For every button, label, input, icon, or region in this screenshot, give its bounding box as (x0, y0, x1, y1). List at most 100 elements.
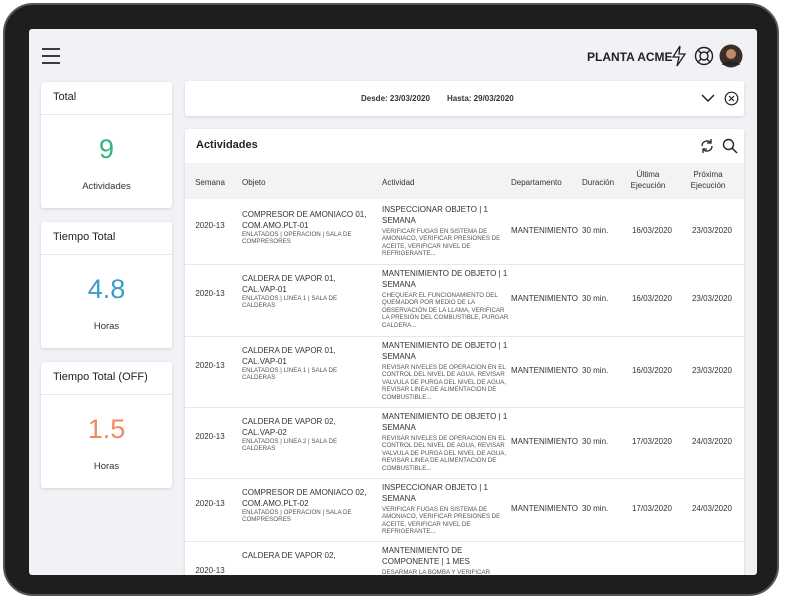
descripcion: REVISAR NIVELES DE OPERACION EN EL CONTR… (382, 364, 507, 401)
lightning-icon[interactable] (671, 45, 687, 67)
table-row[interactable]: 2020-13 CALDERA DE VAPOR 01, CAL.VAP-01 EN… (185, 336, 744, 408)
clear-icon[interactable] (724, 91, 739, 106)
ultima: 16/03/2020 (631, 294, 673, 303)
objeto: COMPRESOR DE AMONIACO 02, COM.AMO.PLT-02 (242, 488, 367, 508)
card-unit: Actividades (82, 181, 131, 192)
date-from[interactable]: Desde: 23/03/2020 (361, 94, 430, 103)
actividad-cell: MANTENIMIENTO DE OBJETO | 1 SEMANA REVISA… (382, 341, 509, 401)
avatar[interactable] (719, 44, 743, 68)
activities-table: Actividades Semana Objeto Actividad Departa… (185, 129, 744, 575)
ultima: 16/03/2020 (631, 226, 673, 235)
departamento: MANTENIMIENTO (511, 436, 578, 446)
semana: 2020-13 (195, 431, 225, 441)
total-card: Total 9 Actividades (41, 82, 172, 208)
ubicacion: ENLATADOS | OPERACION | SALA DE COMPRESO… (242, 509, 352, 524)
proxima: 23/03/2020 (691, 365, 733, 375)
proxima: 24/03/2020 (691, 436, 733, 446)
table-header (185, 163, 744, 199)
descripcion: REVISAR NIVELES DE OPERACION EN EL CONTR… (382, 435, 507, 472)
table-row[interactable]: 2020-13 CALDERA DE VAPOR 02, MANTENIMIENTO… (185, 541, 744, 575)
card-value: 4.8 (87, 274, 126, 304)
proxima: 24/03/2020 (691, 503, 733, 513)
ultima: 17/03/2020 (631, 503, 673, 513)
departamento: MANTENIMIENTO (511, 365, 578, 375)
actividad-cell: MANTENIMIENTO DE COMPONENTE | 1 MES DESAR… (382, 546, 509, 575)
objeto-cell: COMPRESOR DE AMONIACO 02, COM.AMO.PLT-02… (242, 488, 370, 524)
actividad: MANTENIMIENTO DE OBJETO | 1 SEMANA (382, 412, 508, 432)
table-title: Actividades (196, 139, 258, 151)
actividad: MANTENIMIENTO DE COMPONENTE | 1 MES (382, 546, 470, 566)
semana: 2020-13 (195, 498, 225, 508)
actividad-cell: INSPECCIONAR OBJETO | 1 SEMANA VERIFICAR … (382, 205, 509, 258)
proxima: 23/03/2020 (691, 294, 733, 303)
descripcion: DESARMAR LA BOMBA Y VERIFICAR (382, 569, 491, 575)
table-row[interactable]: 2020-13 COMPRESOR DE AMONIACO 02, COM.AMO… (185, 478, 744, 542)
column-header: Actividad (382, 178, 415, 187)
semana: 2020-13 (195, 221, 225, 230)
duracion: 30 min. (582, 226, 609, 235)
expand-icon[interactable] (700, 92, 716, 104)
date-to[interactable]: Hasta: 29/03/2020 (447, 94, 514, 103)
actividad-cell: INSPECCIONAR OBJETO | 1 SEMANA VERIFICAR … (382, 483, 509, 536)
actividad-cell: MANTENIMIENTO DE OBJETO | 1 SEMANA CHEQUE… (382, 269, 509, 329)
objeto-cell: CALDERA DE VAPOR 01, CAL.VAP-01 ENLATADOS… (242, 274, 370, 310)
column-header: Última Ejecución (630, 170, 666, 190)
actividad: MANTENIMIENTO DE OBJETO | 1 SEMANA (382, 341, 508, 361)
column-header: Próxima Ejecución (690, 170, 726, 190)
table-row[interactable]: 2020-13 COMPRESOR DE AMONIACO 01, COM.AMO… (185, 200, 744, 265)
objeto: CALDERA DE VAPOR 01, CAL.VAP-01 (242, 346, 336, 366)
objeto-cell: COMPRESOR DE AMONIACO 01, COM.AMO.PLT-01… (242, 210, 370, 246)
card-value: 9 (98, 134, 115, 164)
ultima: 16/03/2020 (631, 365, 673, 375)
ubicacion: ENLATADOS | OPERACION | SALA DE COMPRESO… (242, 231, 352, 246)
duracion: 30 min. (582, 503, 609, 513)
departamento: MANTENIMIENTO (511, 503, 578, 513)
brand: PLANTA ACME (587, 50, 673, 64)
objeto: CALDERA DE VAPOR 01, CAL.VAP-01 (242, 274, 336, 294)
refresh-icon[interactable] (699, 138, 715, 154)
ubicacion: ENLATADOS | LINEA 2 | SALA DE CALDERAS (242, 438, 338, 453)
table-row[interactable]: 2020-13 CALDERA DE VAPOR 01, CAL.VAP-01 EN… (185, 264, 744, 337)
objeto-cell: CALDERA DE VAPOR 02, CAL.VAP-02 ENLATADOS… (242, 417, 370, 453)
ubicacion: ENLATADOS | LINEA 1 | SALA DE CALDERAS (242, 367, 338, 382)
column-header: Duración (582, 178, 615, 187)
actividad: INSPECCIONAR OBJETO | 1 SEMANA (382, 483, 488, 503)
column-header: Semana (195, 178, 225, 187)
table-row[interactable]: 2020-13 CALDERA DE VAPOR 02, CAL.VAP-02 EN… (185, 407, 744, 479)
column-header: Departamento (511, 178, 562, 187)
search-icon[interactable] (722, 138, 738, 154)
tiempo-card: Tiempo Total 4.8 Horas (41, 222, 172, 348)
proxima: 23/03/2020 (691, 226, 733, 235)
objeto-cell: CALDERA DE VAPOR 02, (242, 551, 370, 562)
actividad: MANTENIMIENTO DE OBJETO | 1 SEMANA (382, 269, 508, 289)
departamento: MANTENIMIENTO (511, 294, 578, 303)
objeto: CALDERA DE VAPOR 02, CAL.VAP-02 (242, 417, 336, 437)
card-title: Tiempo Total (OFF) (53, 371, 148, 383)
tiempo-off-card: Tiempo Total (OFF) 1.5 Horas (41, 362, 172, 488)
actividad: INSPECCIONAR OBJETO | 1 SEMANA (382, 205, 488, 225)
help-icon[interactable] (694, 46, 714, 66)
descripcion: VERIFICAR FUGAS EN SISTEMA DE AMONIACO, … (382, 506, 501, 536)
card-title: Tiempo Total (53, 231, 116, 243)
departamento: MANTENIMIENTO (511, 226, 578, 235)
objeto-cell: CALDERA DE VAPOR 01, CAL.VAP-01 ENLATADOS… (242, 346, 370, 382)
menu-button[interactable] (41, 47, 61, 65)
semana: 2020-13 (195, 566, 225, 575)
actividad-cell: MANTENIMIENTO DE OBJETO | 1 SEMANA REVISA… (382, 412, 509, 472)
card-value: 1.5 (87, 414, 126, 444)
ultima: 17/03/2020 (631, 436, 673, 446)
column-header: Objeto (242, 178, 266, 187)
screen: PLANTA ACME Total 9 Actividades Tiempo T… (29, 29, 757, 575)
ubicacion: ENLATADOS | LINEA 1 | SALA DE CALDERAS (242, 295, 338, 310)
objeto: CALDERA DE VAPOR 02, (242, 551, 336, 560)
card-title: Total (53, 91, 77, 103)
semana: 2020-13 (195, 360, 225, 370)
duracion: 30 min. (582, 294, 609, 303)
card-unit: Horas (93, 461, 120, 472)
filter-bar: Desde: 23/03/2020 Hasta: 29/03/2020 (185, 81, 744, 116)
descripcion: CHEQUEAR EL FUNCIONAMIENTO DEL QUEMADOR … (382, 292, 509, 329)
duracion: 30 min. (582, 436, 609, 446)
duracion: 30 min. (582, 365, 609, 375)
objeto: COMPRESOR DE AMONIACO 01, COM.AMO.PLT-01 (242, 210, 367, 230)
